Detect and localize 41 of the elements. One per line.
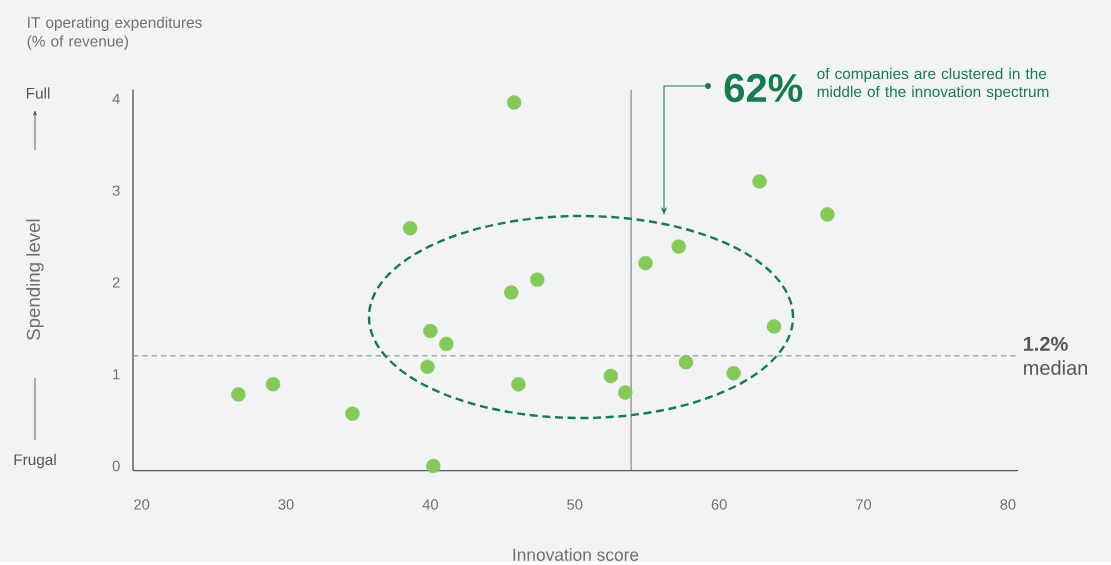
point (638, 255, 653, 271)
point (231, 387, 246, 402)
point (345, 406, 360, 421)
point (423, 323, 438, 339)
x-axis-title: Innovation score (513, 547, 639, 561)
annotation: of companies are clustered in the middle of the innovation spectrum (817, 67, 1049, 100)
text: Full (26, 87, 50, 99)
annotation: 62% (724, 73, 803, 102)
point (506, 95, 522, 110)
point (618, 385, 633, 400)
point (403, 220, 418, 236)
y-tick-label: 0 (112, 460, 120, 472)
point (752, 174, 767, 189)
y-axis-title: Spending level (26, 219, 44, 340)
x-tick-label: 20 (134, 499, 150, 510)
point (265, 376, 281, 392)
point (426, 458, 441, 474)
y-tick-label: 4 (112, 93, 120, 104)
text: Frugal (14, 453, 56, 468)
x-tick-label: 80 (1000, 499, 1016, 510)
point (420, 359, 435, 374)
point (439, 336, 454, 351)
y-tick-label: 1 (113, 368, 120, 380)
ref-line-label: 1.2% median (1023, 336, 1087, 375)
x-tick-label: 70 (856, 499, 872, 510)
point (820, 207, 835, 222)
y-tick-label: 3 (112, 185, 120, 196)
point (678, 354, 694, 370)
point (504, 285, 519, 300)
x-tick-label: 50 (567, 499, 583, 510)
x-tick-label: 30 (278, 499, 294, 510)
text: IT operating expenditures (% of revenue) (27, 16, 202, 50)
point (511, 376, 526, 392)
point (530, 272, 545, 287)
x-tick-label: 40 (422, 499, 438, 510)
x-tick-label: 60 (711, 499, 727, 510)
point (766, 319, 782, 334)
y-tick-label: 2 (112, 277, 120, 288)
point (671, 239, 686, 254)
point (726, 365, 741, 381)
point (603, 368, 619, 384)
